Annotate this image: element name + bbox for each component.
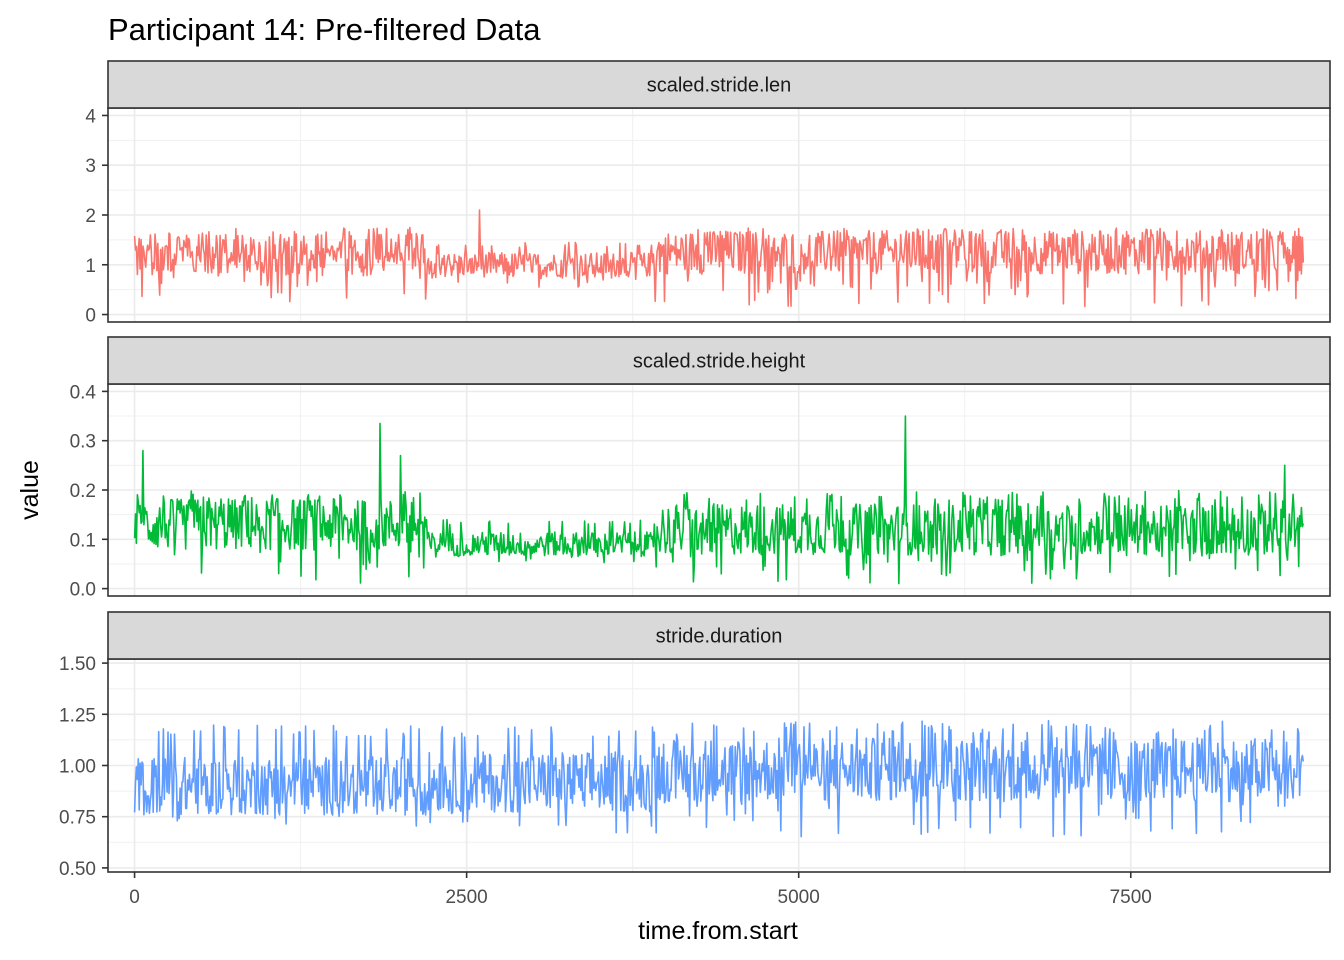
y-tick-label: 0.75 <box>59 808 96 829</box>
y-tick-label: 0.0 <box>70 580 96 601</box>
facet-strip <box>107 60 1331 109</box>
x-axis-title: time.from.start <box>638 917 798 945</box>
facet-strip-label: scaled.stride.height <box>633 351 806 373</box>
series-line <box>133 719 1305 838</box>
y-tick-label: 2 <box>85 206 96 227</box>
y-tick-label: 1.25 <box>59 705 96 726</box>
x-tick-label: 5000 <box>778 887 820 908</box>
x-tick-label: 2500 <box>445 887 487 908</box>
facet-panels: scaled.stride.len 0 1 2 3 4 scaled.stride.heig… <box>59 60 1331 880</box>
y-tick-label: 0.2 <box>70 481 96 502</box>
series-line <box>133 209 1305 308</box>
y-tick-label: 1 <box>85 256 96 277</box>
x-axis: 0 2500 5000 7500 <box>129 872 1152 908</box>
y-tick-label: 0.50 <box>59 859 96 880</box>
facet-strip-label: stride.duration <box>656 626 783 648</box>
y-axis-title: value <box>16 460 44 520</box>
x-tick-label: 0 <box>129 887 140 908</box>
y-tick-label: 4 <box>85 106 96 127</box>
facet-strip-label: scaled.stride.len <box>647 75 792 97</box>
y-tick-label: 0.3 <box>70 432 96 453</box>
facet-strip <box>107 336 1331 385</box>
y-tick-label: 0 <box>85 306 96 327</box>
y-tick-label: 3 <box>85 156 96 177</box>
facet-panel: stride.duration 0.50 0.75 1.00 1.25 1.50 <box>59 611 1331 880</box>
y-tick-label: 1.00 <box>59 757 96 778</box>
chart-title: Participant 14: Pre-filtered Data <box>108 12 541 47</box>
y-tick-label: 1.50 <box>59 654 96 675</box>
facet-panel: scaled.stride.len 0 1 2 3 4 <box>85 60 1331 327</box>
y-tick-label: 0.1 <box>70 530 96 551</box>
facet-panel: scaled.stride.height 0.0 0.1 0.2 0.3 0.4 <box>70 336 1331 601</box>
series-line <box>133 415 1305 585</box>
x-tick-label: 7500 <box>1110 887 1152 908</box>
facet-strip <box>107 611 1331 660</box>
y-tick-label: 0.4 <box>70 382 97 403</box>
